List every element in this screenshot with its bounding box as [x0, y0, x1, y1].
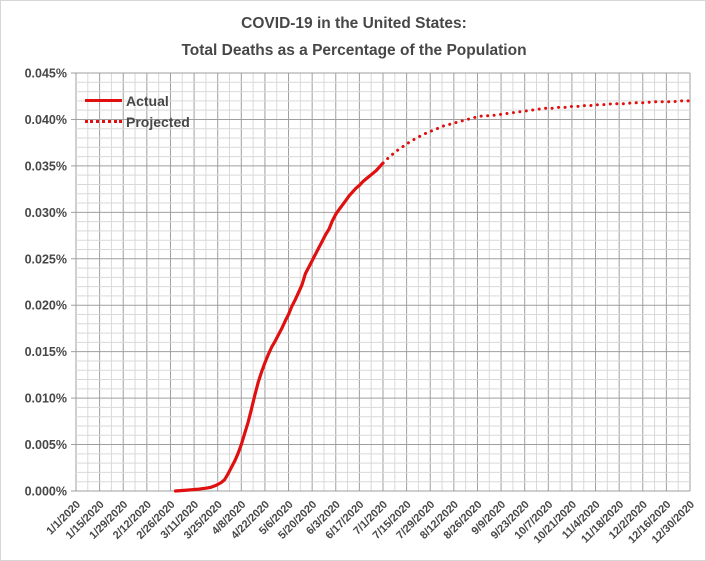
- y-tick-label: 0.025%: [25, 252, 67, 266]
- chart-title-line1: COVID-19 in the United States:: [241, 15, 467, 32]
- legend-label-projected: Projected: [126, 113, 190, 130]
- legend-item-projected: Projected: [85, 111, 190, 132]
- y-tick-label: 0.000%: [25, 485, 67, 499]
- actual-line-swatch-icon: [85, 99, 122, 102]
- chart-title-line2: Total Deaths as a Percentage of the Popu…: [181, 42, 527, 59]
- y-tick-label: 0.035%: [25, 159, 67, 173]
- y-tick-label: 0.030%: [25, 206, 67, 220]
- projected-series-line: [381, 99, 692, 165]
- chart-title: COVID-19 in the United States: Total Dea…: [1, 10, 705, 64]
- y-tick-label: 0.005%: [25, 438, 67, 452]
- legend-label-actual: Actual: [126, 92, 169, 109]
- y-tick-label: 0.010%: [25, 392, 67, 406]
- y-tick-label: 0.045%: [25, 67, 67, 81]
- y-tick-label: 0.040%: [25, 113, 67, 127]
- y-tick-label: 0.015%: [25, 345, 67, 359]
- projected-line-swatch-icon: [85, 120, 122, 123]
- actual-series-line: [173, 161, 385, 493]
- y-tick-label: 0.020%: [25, 299, 67, 313]
- legend-item-actual: Actual: [85, 90, 190, 111]
- legend: Actual Projected: [85, 90, 190, 132]
